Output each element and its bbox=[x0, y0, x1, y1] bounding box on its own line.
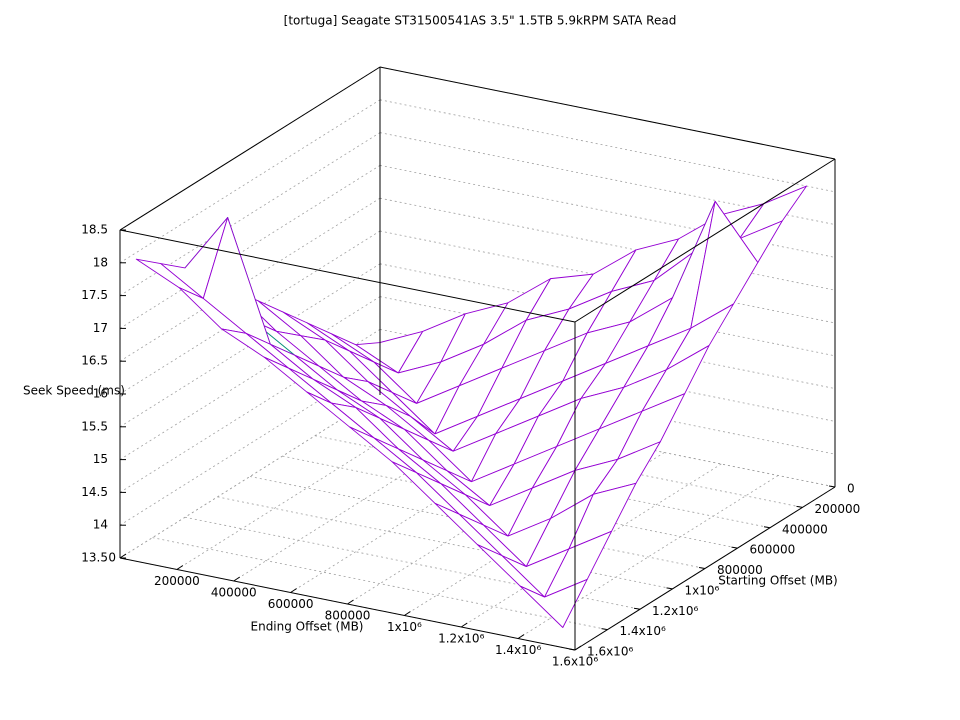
x-tick-label: 800000 bbox=[325, 609, 371, 623]
x-tick-label: 1.4x10⁶ bbox=[495, 643, 541, 657]
y-tick bbox=[763, 526, 771, 529]
z-grid-line bbox=[119, 230, 381, 395]
z-tick-label: 17 bbox=[93, 321, 108, 335]
y-tick-label: 200000 bbox=[815, 502, 861, 516]
z-grid-line bbox=[379, 99, 836, 193]
x-tick-label: 600000 bbox=[268, 597, 314, 611]
x-tick bbox=[460, 622, 468, 628]
z-tick-label: 13.5 bbox=[81, 551, 108, 565]
surface-quad bbox=[519, 578, 588, 628]
y-tick-label: 0 bbox=[847, 482, 855, 496]
x-tick bbox=[176, 565, 184, 570]
x-tick bbox=[233, 576, 241, 582]
z-tick-label: 15 bbox=[93, 452, 108, 466]
x-tick-label: 200000 bbox=[154, 574, 200, 588]
y-grid-line bbox=[379, 394, 836, 488]
box-layer bbox=[119, 66, 836, 651]
z-grid-line bbox=[379, 329, 836, 422]
y-tick bbox=[698, 567, 706, 569]
x-tick-label: 0 bbox=[108, 551, 116, 565]
x-tick bbox=[404, 611, 411, 616]
y-tick bbox=[796, 505, 803, 508]
box-edge bbox=[574, 486, 836, 651]
z-grid-line bbox=[119, 197, 381, 362]
box-edge bbox=[574, 158, 836, 323]
z-grid-line bbox=[379, 361, 836, 455]
y-tick-label: 400000 bbox=[782, 522, 828, 536]
x-tick bbox=[347, 599, 354, 605]
z-grid-line bbox=[119, 263, 381, 428]
x-tick-label: 1.6x10⁶ bbox=[552, 655, 598, 669]
z-tick-label: 14.5 bbox=[81, 485, 108, 499]
y-axis-label: Starting Offset (MB) bbox=[718, 574, 838, 588]
x-tick bbox=[290, 588, 297, 593]
z-grid-line bbox=[119, 165, 381, 329]
y-tick-label: 1.4x10⁶ bbox=[620, 624, 666, 638]
box-edge bbox=[119, 66, 381, 231]
z-tick-label: 16 bbox=[93, 387, 108, 401]
z-grid-line bbox=[119, 296, 381, 460]
y-tick-label: 1x10⁶ bbox=[685, 583, 720, 597]
box-edge bbox=[379, 66, 836, 160]
z-tick-label: 16.5 bbox=[81, 354, 108, 368]
z-tick-label: 14 bbox=[93, 518, 108, 532]
y-tick-label: 1.6x10⁶ bbox=[587, 645, 633, 659]
y-grid-line bbox=[217, 496, 673, 590]
x-tick bbox=[517, 634, 525, 639]
z-tick-label: 18.5 bbox=[81, 223, 108, 237]
x-grid-line bbox=[119, 394, 381, 559]
box-edge bbox=[119, 229, 576, 323]
y-tick-label: 800000 bbox=[717, 563, 763, 577]
y-grid-line bbox=[152, 537, 608, 631]
y-grid-line bbox=[249, 476, 706, 569]
x-grid-line bbox=[461, 463, 722, 628]
y-tick-label: 600000 bbox=[750, 543, 796, 557]
z-tick-label: 17.5 bbox=[81, 288, 108, 302]
z-tick-label: 15.5 bbox=[81, 419, 108, 433]
z-grid-line bbox=[379, 263, 836, 357]
y-tick-label: 1.2x10⁶ bbox=[652, 604, 698, 618]
surface-layer bbox=[135, 185, 808, 628]
label-layer: 13.5 14 14.5 15 15.5 16 16.5 17 17.5 18 18.5 0 20000… bbox=[81, 223, 860, 669]
x-axis-label: Ending Offset (MB) bbox=[251, 620, 364, 634]
z-grid-line bbox=[379, 296, 836, 389]
y-tick bbox=[666, 587, 673, 590]
y-grid-line bbox=[347, 414, 803, 508]
z-grid-line bbox=[379, 230, 836, 324]
y-grid-line bbox=[282, 455, 738, 549]
y-grid-line bbox=[314, 435, 771, 529]
y-tick bbox=[601, 628, 608, 631]
z-axis-label: Seek Speed (ms) bbox=[23, 384, 125, 398]
x-tick-label: 400000 bbox=[211, 586, 257, 600]
y-tick bbox=[828, 485, 836, 488]
z-tick-label: 18 bbox=[93, 255, 108, 269]
x-tick-label: 1.2x10⁶ bbox=[438, 632, 484, 646]
y-tick bbox=[731, 546, 738, 549]
x-tick-label: 1x10⁶ bbox=[387, 620, 422, 634]
z-grid-line bbox=[379, 197, 836, 291]
y-tick bbox=[633, 607, 641, 610]
z-grid-line bbox=[119, 99, 381, 264]
chart-title: [tortuga] Seagate ST31500541AS 3.5" 1.5T… bbox=[284, 14, 677, 28]
x-tick bbox=[119, 553, 127, 559]
box-edge bbox=[119, 557, 576, 651]
